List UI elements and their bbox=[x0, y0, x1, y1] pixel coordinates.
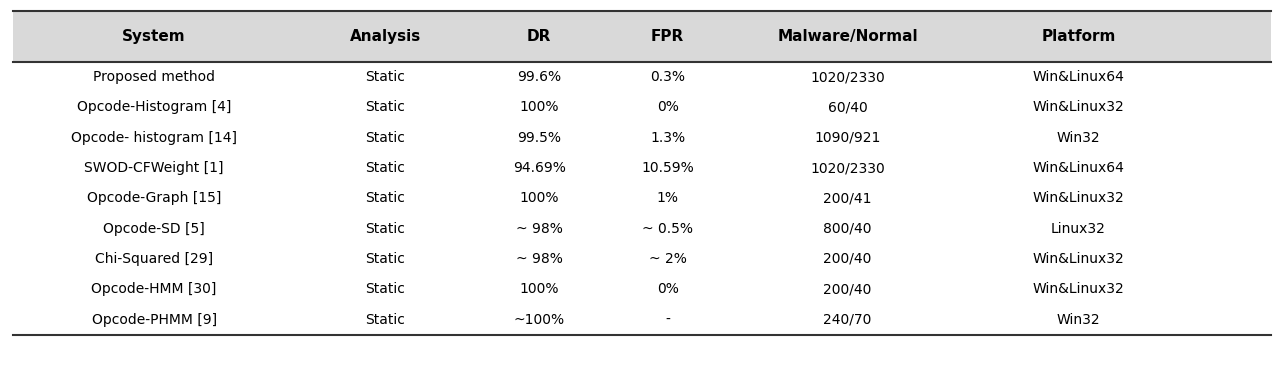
Text: Opcode-Histogram [4]: Opcode-Histogram [4] bbox=[77, 100, 231, 115]
Text: 10.59%: 10.59% bbox=[641, 161, 695, 175]
Text: Malware/Normal: Malware/Normal bbox=[777, 29, 918, 44]
Text: ~ 98%: ~ 98% bbox=[516, 252, 562, 266]
FancyBboxPatch shape bbox=[13, 11, 1271, 62]
Text: 0%: 0% bbox=[656, 282, 679, 296]
Text: 0.3%: 0.3% bbox=[650, 70, 686, 84]
Text: ~ 98%: ~ 98% bbox=[516, 222, 562, 236]
Text: 1020/2330: 1020/2330 bbox=[810, 161, 885, 175]
Text: 1020/2330: 1020/2330 bbox=[810, 70, 885, 84]
Text: 1.3%: 1.3% bbox=[650, 131, 686, 145]
Text: Win&Linux32: Win&Linux32 bbox=[1032, 191, 1125, 205]
Text: Win&Linux32: Win&Linux32 bbox=[1032, 282, 1125, 296]
Text: Win&Linux64: Win&Linux64 bbox=[1032, 70, 1125, 84]
Text: Static: Static bbox=[365, 100, 406, 115]
Text: 60/40: 60/40 bbox=[828, 100, 867, 115]
Text: 1090/921: 1090/921 bbox=[814, 131, 881, 145]
Text: Platform: Platform bbox=[1041, 29, 1116, 44]
Text: 99.6%: 99.6% bbox=[517, 70, 561, 84]
Text: 94.69%: 94.69% bbox=[512, 161, 566, 175]
Text: Static: Static bbox=[365, 131, 406, 145]
Text: ~ 0.5%: ~ 0.5% bbox=[642, 222, 693, 236]
Text: Static: Static bbox=[365, 282, 406, 296]
Text: FPR: FPR bbox=[651, 29, 684, 44]
Text: Static: Static bbox=[365, 191, 406, 205]
Text: 800/40: 800/40 bbox=[823, 222, 872, 236]
Text: Chi-Squared [29]: Chi-Squared [29] bbox=[95, 252, 213, 266]
Text: 100%: 100% bbox=[520, 191, 559, 205]
Text: Analysis: Analysis bbox=[349, 29, 421, 44]
Text: Opcode-Graph [15]: Opcode-Graph [15] bbox=[87, 191, 221, 205]
Text: DR: DR bbox=[528, 29, 551, 44]
Text: Proposed method: Proposed method bbox=[92, 70, 216, 84]
Text: Static: Static bbox=[365, 312, 406, 327]
Text: Static: Static bbox=[365, 70, 406, 84]
Text: 100%: 100% bbox=[520, 100, 559, 115]
Text: Win32: Win32 bbox=[1057, 131, 1100, 145]
Text: System: System bbox=[122, 29, 186, 44]
Text: ~100%: ~100% bbox=[514, 312, 565, 327]
Text: 200/40: 200/40 bbox=[823, 252, 872, 266]
Text: 240/70: 240/70 bbox=[823, 312, 872, 327]
Text: ~ 2%: ~ 2% bbox=[648, 252, 687, 266]
Text: 100%: 100% bbox=[520, 282, 559, 296]
Text: -: - bbox=[665, 312, 670, 327]
Text: Opcode-SD [5]: Opcode-SD [5] bbox=[103, 222, 205, 236]
Text: 99.5%: 99.5% bbox=[517, 131, 561, 145]
Text: 200/41: 200/41 bbox=[823, 191, 872, 205]
Text: Static: Static bbox=[365, 161, 406, 175]
Text: 1%: 1% bbox=[656, 191, 679, 205]
Text: 0%: 0% bbox=[656, 100, 679, 115]
Text: Opcode-HMM [30]: Opcode-HMM [30] bbox=[91, 282, 217, 296]
Text: 200/40: 200/40 bbox=[823, 282, 872, 296]
Text: SWOD-CFWeight [1]: SWOD-CFWeight [1] bbox=[85, 161, 223, 175]
Text: Win&Linux32: Win&Linux32 bbox=[1032, 252, 1125, 266]
Text: Static: Static bbox=[365, 222, 406, 236]
Text: Linux32: Linux32 bbox=[1052, 222, 1106, 236]
Text: Opcode- histogram [14]: Opcode- histogram [14] bbox=[71, 131, 238, 145]
Text: Win32: Win32 bbox=[1057, 312, 1100, 327]
Text: Win&Linux64: Win&Linux64 bbox=[1032, 161, 1125, 175]
Text: Opcode-PHMM [9]: Opcode-PHMM [9] bbox=[91, 312, 217, 327]
Text: Static: Static bbox=[365, 252, 406, 266]
Text: Win&Linux32: Win&Linux32 bbox=[1032, 100, 1125, 115]
